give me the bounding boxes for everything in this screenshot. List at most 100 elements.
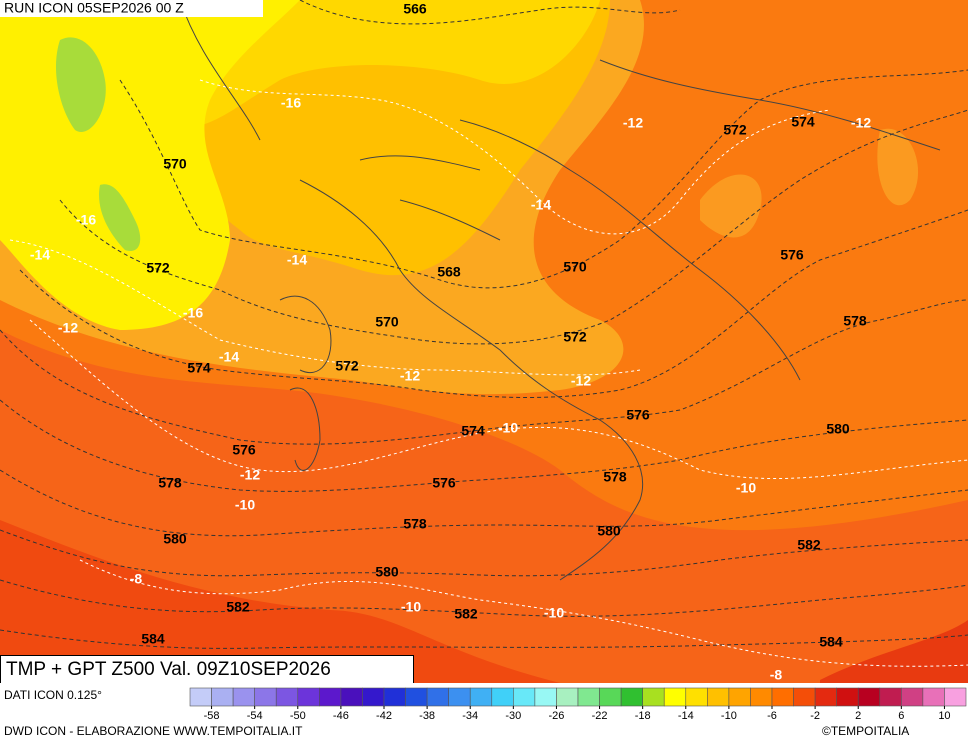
height-label: 572 xyxy=(723,122,747,138)
height-label: 578 xyxy=(403,516,427,532)
colorbar-tick-label: -22 xyxy=(592,710,608,722)
colorbar-swatch xyxy=(426,687,449,707)
colorbar-swatch xyxy=(707,687,730,707)
colorbar-tick-label: -34 xyxy=(462,710,478,722)
map-title: TMP + GPT Z500 Val. 09Z10SEP2026 xyxy=(6,659,331,680)
colorbar-swatch xyxy=(685,687,708,707)
height-label: 580 xyxy=(375,564,399,580)
source-label: DATI ICON 0.125° xyxy=(4,688,102,702)
temp-label: -10 xyxy=(235,497,255,513)
colorbar-swatch xyxy=(577,687,600,707)
colorbar-swatch xyxy=(297,687,320,707)
temp-label: -12 xyxy=(58,320,78,336)
colorbar-tick-label: -38 xyxy=(419,710,435,722)
colorbar-swatch xyxy=(254,687,277,707)
isohypses xyxy=(0,0,968,649)
colorbar-tick-label: 10 xyxy=(938,710,950,722)
temp-label: -14 xyxy=(219,349,239,365)
height-label: 580 xyxy=(163,531,187,547)
colorbar-tick-label: -26 xyxy=(548,710,564,722)
colorbar-swatch xyxy=(901,687,924,707)
colorbar-tick-label: -10 xyxy=(721,710,737,722)
colorbar-tick-label: -54 xyxy=(247,710,263,722)
run-box xyxy=(0,0,263,17)
height-label: 578 xyxy=(158,475,182,491)
temp-label: -16 xyxy=(183,305,203,321)
credit: DWD ICON - ELABORAZIONE WWW.TEMPOITALIA.… xyxy=(4,724,303,738)
temp-label: -16 xyxy=(281,95,301,111)
temp-label: -14 xyxy=(30,247,50,263)
height-label: 582 xyxy=(797,537,821,553)
height-label: 580 xyxy=(597,523,621,539)
colorbar-swatch xyxy=(922,687,945,707)
temp-label: -10 xyxy=(401,599,421,615)
colorbar-swatch xyxy=(836,687,859,707)
colorbar-swatch xyxy=(275,687,299,707)
colorbar-swatch xyxy=(814,687,837,707)
colorbar-tick-label: -46 xyxy=(333,710,349,722)
temp-label: -10 xyxy=(498,420,518,436)
height-label: 570 xyxy=(563,259,587,275)
colorbar-swatch xyxy=(513,687,536,707)
borders xyxy=(179,0,941,581)
colorbar-swatch xyxy=(728,687,751,707)
temp-label: -8 xyxy=(770,667,783,683)
colorbar-swatch xyxy=(620,687,643,707)
colorbar-swatch xyxy=(663,687,687,707)
map-background xyxy=(0,0,968,683)
colorbar-swatch xyxy=(599,687,622,707)
map-labels: 566 570 572 574 576 578 580 582 584 568 570 572 570 5… xyxy=(30,1,871,683)
colorbar-tick-label: -30 xyxy=(505,710,521,722)
colorbar-swatch xyxy=(879,687,902,707)
height-label: 572 xyxy=(146,260,170,276)
colorbar-swatch xyxy=(857,687,881,707)
copyright: ©TEMPOITALIA xyxy=(822,724,909,738)
colorbar-tick-label: -50 xyxy=(290,710,306,722)
colorbar-swatch xyxy=(340,687,363,707)
colorbar-swatch xyxy=(362,687,385,707)
height-label: 584 xyxy=(141,631,165,647)
colorbar-tick-label: -18 xyxy=(635,710,651,722)
colorbar-tick-label: -6 xyxy=(767,710,777,722)
temp-label: -12 xyxy=(240,467,260,483)
colorbar-swatch xyxy=(534,687,557,707)
height-label: 574 xyxy=(791,114,815,130)
colorbar-tick-label: 6 xyxy=(898,710,904,722)
temp-label: -12 xyxy=(400,368,420,384)
height-label: 576 xyxy=(626,407,650,423)
colorbar-tick-label: 2 xyxy=(855,710,861,722)
height-label: 576 xyxy=(232,442,256,458)
height-label: 572 xyxy=(335,358,359,374)
height-label: 574 xyxy=(461,423,485,439)
height-label: 576 xyxy=(780,247,804,263)
colorbar-swatch xyxy=(491,687,514,707)
colorbar-tick-label: -14 xyxy=(678,710,694,722)
temp-label: -14 xyxy=(287,252,307,268)
height-label: 578 xyxy=(843,313,867,329)
colorbar-swatch xyxy=(793,687,816,707)
colorbar-tick-label: -42 xyxy=(376,710,392,722)
colorbar-swatch xyxy=(383,687,406,707)
colorbar-swatch xyxy=(750,687,773,707)
height-label: 582 xyxy=(226,599,250,615)
temp-label: -10 xyxy=(544,605,564,621)
colorbar-swatch xyxy=(771,687,794,707)
temp-label: -16 xyxy=(76,212,96,228)
title-box xyxy=(0,655,414,684)
colorbar-tick-label: -58 xyxy=(204,710,220,722)
colorbar-swatch xyxy=(642,687,665,707)
temp-label: -12 xyxy=(851,115,871,131)
height-label: 578 xyxy=(603,469,627,485)
height-label: 574 xyxy=(187,360,211,376)
height-label: 576 xyxy=(432,475,456,491)
height-label: 580 xyxy=(826,421,850,437)
run-label: RUN ICON 05SEP2026 00 Z xyxy=(4,0,184,16)
colorbar-swatch xyxy=(319,687,342,707)
height-label: 582 xyxy=(454,606,478,622)
colorbar: -58 -54 -50 -46 -42 -38 -34 -30 -26 -22 -18 -14 -10 -… xyxy=(189,687,967,722)
temp-label: -12 xyxy=(623,115,643,131)
colorbar-swatch xyxy=(944,687,967,707)
colorbar-swatch xyxy=(469,687,493,707)
